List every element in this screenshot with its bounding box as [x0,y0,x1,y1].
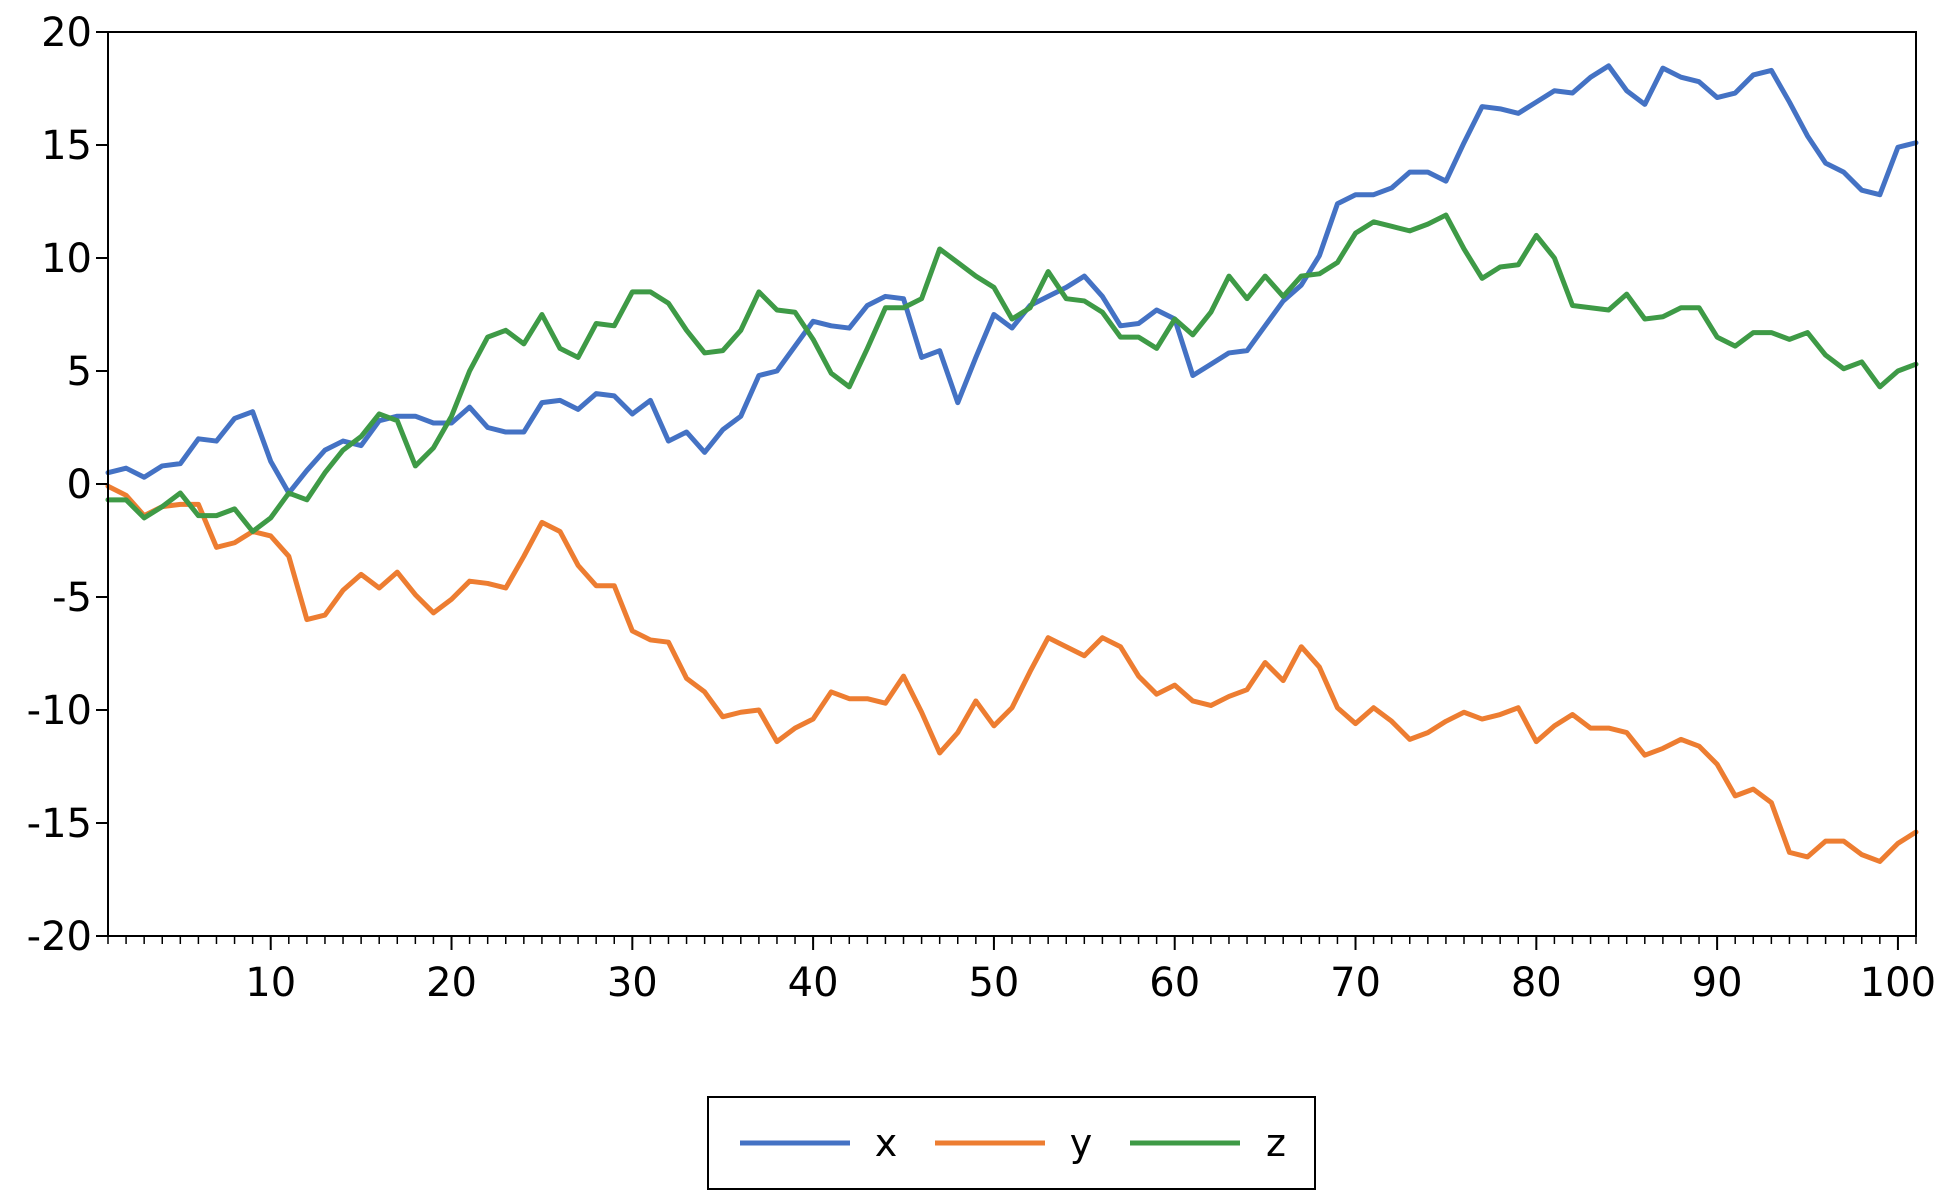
x-tick-label: 90 [1692,960,1743,1006]
x-tick-label: 10 [245,960,296,1006]
x-tick-label: 20 [426,960,477,1006]
x-tick-label: 60 [1149,960,1200,1006]
y-tick-label: -15 [27,801,92,847]
x-tick-label: 40 [788,960,839,1006]
x-tick-label: 100 [1860,960,1936,1006]
y-tick-label: -5 [52,575,92,621]
y-tick-label: 20 [41,10,92,56]
legend: x y z [707,1096,1316,1190]
x-tick-label: 30 [607,960,658,1006]
y-tick-label: 0 [67,462,92,508]
series-line-x [105,63,1919,496]
y-tick-label: -10 [27,688,92,734]
y-tick-label: 10 [41,236,92,282]
y-tick-label: 5 [67,349,92,395]
x-tick-label: 50 [968,960,1019,1006]
x-tick-label: 70 [1330,960,1381,1006]
series-line-z [105,212,1919,534]
legend-label-x: x [875,1121,898,1165]
legend-label-z: z [1266,1121,1286,1165]
legend-items: x y z [740,1121,1286,1165]
x-tick-label: 80 [1511,960,1562,1006]
series-line-y [105,483,1919,864]
legend-label-y: y [1070,1121,1093,1165]
y-tick-label: -20 [27,914,92,960]
y-tick-label: 15 [41,123,92,169]
series-layer [105,63,1919,864]
